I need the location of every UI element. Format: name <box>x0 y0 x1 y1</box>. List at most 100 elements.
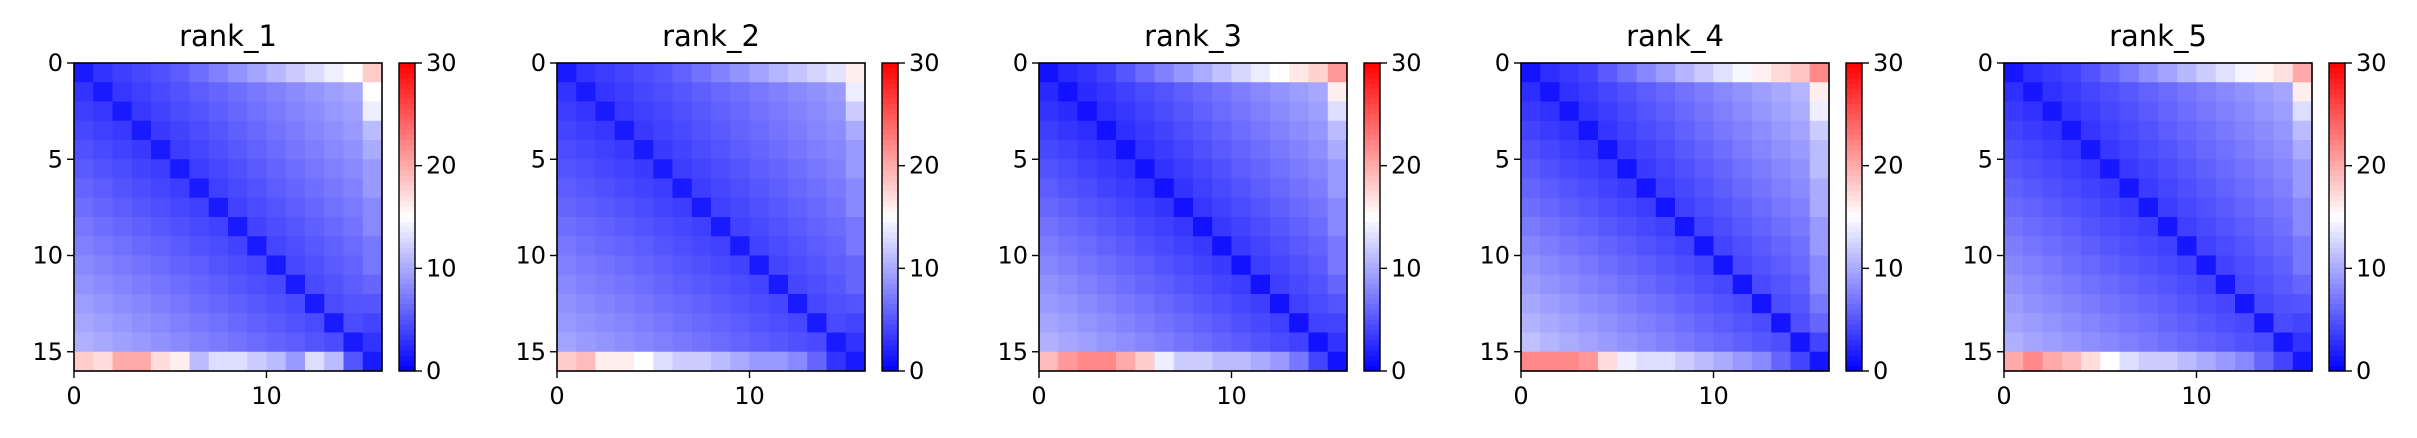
heatmap-cell <box>1617 313 1638 334</box>
heatmap-cell <box>1732 178 1753 199</box>
heatmap-cell <box>2061 236 2082 257</box>
heatmap-cell <box>595 159 616 180</box>
heatmap-cell <box>768 63 789 83</box>
colorbar-segment <box>1364 335 1380 341</box>
heatmap-cell <box>2061 197 2082 218</box>
heatmap-cell <box>1540 274 1561 295</box>
colorbar-segment <box>1846 124 1862 131</box>
heatmap-cell <box>1809 217 1830 237</box>
colorbar-tick-label: 30 <box>2356 49 2387 77</box>
heatmap-cell <box>1559 178 1580 199</box>
heatmap-cell <box>1116 294 1136 314</box>
heatmap-cell <box>691 101 712 122</box>
heatmap-cell <box>672 159 693 180</box>
heatmap-cell <box>2177 82 2198 103</box>
heatmap-cell <box>2081 120 2101 141</box>
heatmap-cell <box>2235 159 2255 180</box>
heatmap-cell <box>1212 351 1233 372</box>
colorbar-segment <box>1364 360 1380 367</box>
heatmap-cell <box>691 274 712 295</box>
heatmap-cell <box>711 313 731 334</box>
colorbar-segment <box>399 175 415 182</box>
heatmap-cell <box>1135 274 1156 295</box>
heatmap-cell <box>305 63 325 83</box>
heatmap-cell <box>1655 217 1676 237</box>
heatmap-cell <box>1752 351 1772 372</box>
heatmap-cell <box>228 255 248 276</box>
colorbar-segment <box>2329 217 2345 223</box>
heatmap-cell <box>845 63 866 83</box>
colorbar-frame <box>1845 62 1863 372</box>
heatmap-cell <box>1250 217 1271 237</box>
heatmap-cell <box>2061 140 2082 160</box>
heatmap-cell <box>1598 178 1618 199</box>
heatmap-cell <box>285 217 306 237</box>
heatmap-cell <box>1173 120 1194 141</box>
colorbar-segment <box>1846 201 1862 208</box>
heatmap-cell <box>208 236 229 257</box>
heatmap-cell <box>1790 159 1811 180</box>
colorbar-segment <box>399 273 415 280</box>
heatmap-cell <box>1039 351 1059 372</box>
colorbar-segment <box>1364 73 1380 79</box>
colorbar-segment <box>1846 324 1862 331</box>
heatmap-cell <box>2254 63 2275 83</box>
heatmap-cell <box>1559 140 1580 160</box>
heatmap-cell <box>634 332 654 353</box>
heatmap-cell <box>2081 82 2101 103</box>
heatmap-cell <box>2004 217 2024 237</box>
heatmap-cell <box>1598 140 1618 160</box>
heatmap-cell <box>2196 101 2217 122</box>
heatmap-cell <box>1135 140 1156 160</box>
heatmap-cell <box>189 63 210 83</box>
colorbar-segment <box>399 206 415 213</box>
heatmap-cell <box>788 255 808 276</box>
heatmap-cell <box>1540 313 1561 334</box>
heatmap-cell <box>285 332 306 353</box>
heatmap-cell <box>768 313 789 334</box>
heatmap-cell <box>285 140 306 160</box>
heatmap-cell <box>285 178 306 199</box>
heatmap-cell <box>1231 197 1252 218</box>
heatmap-cell <box>1598 332 1618 353</box>
heatmap-cell <box>266 236 287 257</box>
heatmap-cell <box>2235 197 2255 218</box>
heatmap-cell <box>1039 217 1059 237</box>
heatmap-cell <box>2119 82 2140 103</box>
heatmap-cell <box>1694 197 1715 218</box>
heatmap-cell <box>672 63 693 83</box>
heatmap-cell <box>2235 217 2255 237</box>
heatmap-cell <box>807 294 828 314</box>
heatmap-cell <box>1790 178 1811 199</box>
heatmap-cell <box>362 63 383 83</box>
heatmap-cell <box>343 101 364 122</box>
heatmap-cell <box>2215 274 2236 295</box>
heatmap-cell <box>2042 159 2063 180</box>
heatmap-cell <box>1058 274 1079 295</box>
heatmap-cell <box>247 159 268 180</box>
heatmap-cell <box>557 63 577 83</box>
x-tick-label: 0 <box>1513 382 1528 410</box>
heatmap-cell <box>93 236 114 257</box>
colorbar-segment <box>882 114 898 121</box>
heatmap-cell <box>1771 82 1792 103</box>
colorbar-segment <box>399 258 415 264</box>
heatmap-cell <box>1308 120 1329 141</box>
heatmap-cell <box>2042 63 2063 83</box>
heatmap-cell <box>2196 313 2217 334</box>
colorbar-tick-label: 10 <box>1873 254 1904 282</box>
colorbar-segment <box>399 217 415 223</box>
colorbar-segment <box>1364 304 1380 310</box>
heatmap-cell <box>1173 313 1194 334</box>
colorbar-segment <box>399 283 415 290</box>
heatmap-cell <box>2215 255 2236 276</box>
heatmap-cell <box>672 255 693 276</box>
colorbar-tick-label: 20 <box>1391 152 1422 180</box>
colorbar-segment <box>1364 350 1380 357</box>
heatmap-cell <box>1713 351 1734 372</box>
heatmap-cell <box>2196 63 2217 83</box>
heatmap-cell <box>1250 332 1271 353</box>
x-tick-label: 0 <box>66 382 81 410</box>
heatmap-cell <box>826 101 847 122</box>
heatmap-cell <box>672 82 693 103</box>
